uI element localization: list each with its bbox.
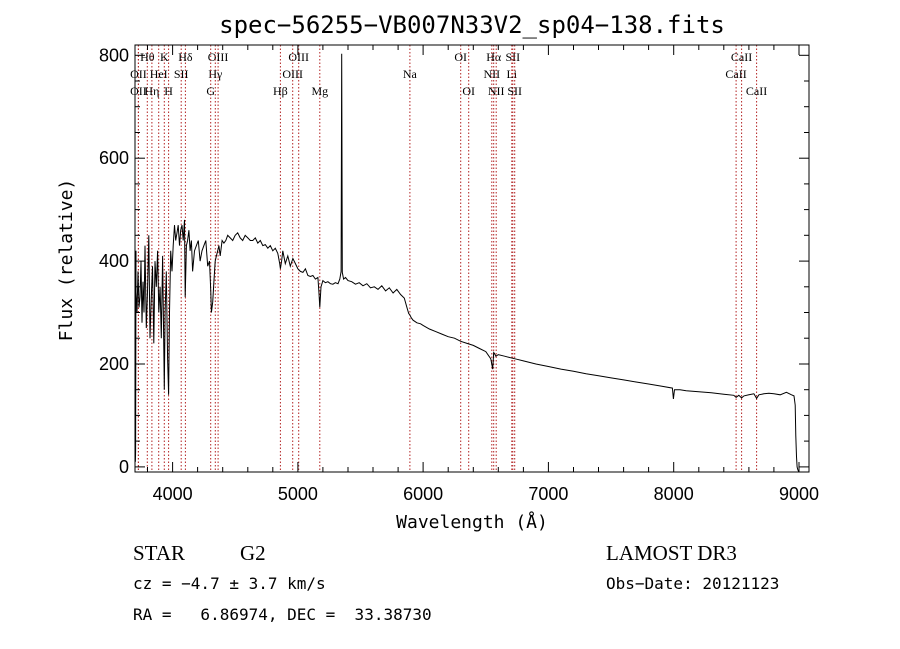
object-class: STAR xyxy=(133,541,185,565)
line-marker-label: SII xyxy=(505,50,520,64)
line-marker-label: OI xyxy=(454,50,467,64)
x-axis: 4000 5000 6000 7000 8000 9000 xyxy=(147,45,819,504)
observation-date: Obs−Date: 20121123 xyxy=(606,574,779,593)
y-tick-label: 200 xyxy=(99,354,129,374)
spectrum-lines xyxy=(134,53,799,472)
y-tick-label: 800 xyxy=(99,45,129,65)
x-tick-label: 9000 xyxy=(779,484,819,504)
line-marker-label: CaII xyxy=(731,50,752,64)
line-marker-label: Hα xyxy=(486,50,502,64)
y-axis-label: Flux (relative) xyxy=(56,179,77,342)
line-marker-label: Hη xyxy=(144,84,159,98)
line-marker-label: K xyxy=(160,50,169,64)
line-marker-label: Na xyxy=(403,67,418,81)
x-tick-label: 6000 xyxy=(403,484,443,504)
line-marker-label: CaII xyxy=(746,84,767,98)
survey-name: LAMOST DR3 xyxy=(606,541,737,565)
line-marker-label: Li xyxy=(506,67,517,81)
line-marker-label: Hγ xyxy=(208,67,223,81)
series-line-flux xyxy=(134,53,799,472)
y-tick-label: 600 xyxy=(99,148,129,168)
y-tick-label: 400 xyxy=(99,251,129,271)
x-tick-label: 4000 xyxy=(153,484,193,504)
object-subclass: G2 xyxy=(240,541,266,565)
x-axis-label: Wavelength (Å) xyxy=(396,511,548,533)
line-marker-label: OIII xyxy=(288,50,309,64)
line-marker-label: H xyxy=(164,84,173,98)
line-marker-label: OIII xyxy=(282,67,303,81)
x-tick-label: 5000 xyxy=(278,484,318,504)
line-marker-label: Hθ xyxy=(140,50,155,64)
line-marker-label: HeI xyxy=(150,67,168,81)
line-marker-label: Hβ xyxy=(273,84,288,98)
x-tick-label: 7000 xyxy=(528,484,568,504)
line-marker-label: Mg xyxy=(311,84,328,98)
plot-frame xyxy=(134,44,810,473)
line-marker-label: SII xyxy=(507,84,522,98)
y-axis: 0 200 400 600 800 xyxy=(99,45,809,477)
line-marker-label: OI xyxy=(462,84,475,98)
line-marker-label: Hδ xyxy=(178,50,193,64)
chart-title: spec−56255−VB007N33V2_sp04−138.fits xyxy=(219,11,725,39)
x-tick-label: 8000 xyxy=(654,484,694,504)
line-marker-label: OII xyxy=(130,84,147,98)
coordinates: RA = 6.86974, DEC = 33.38730 xyxy=(133,605,432,624)
line-marker-label: G xyxy=(206,84,215,98)
line-marker-label: NII xyxy=(483,67,500,81)
redshift-velocity: cz = −4.7 ± 3.7 km/s xyxy=(133,574,326,593)
line-marker-label: CaII xyxy=(725,67,746,81)
y-tick-label: 0 xyxy=(119,457,129,477)
line-marker-label: OIII xyxy=(208,50,229,64)
line-marker-label: SII xyxy=(174,67,189,81)
line-marker-label: NII xyxy=(488,84,505,98)
